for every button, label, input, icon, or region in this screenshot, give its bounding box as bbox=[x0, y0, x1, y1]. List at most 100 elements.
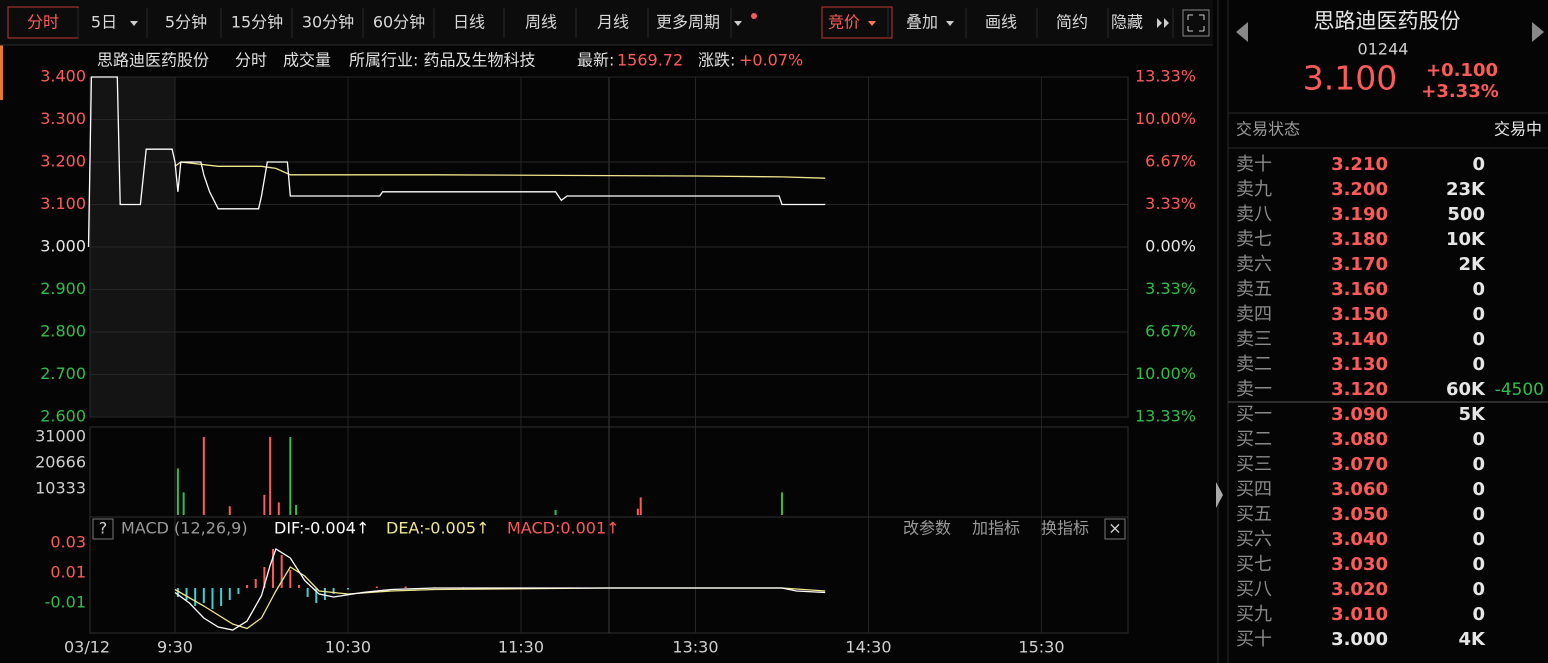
level-price: 3.180 bbox=[1331, 229, 1388, 250]
level-volume: 0 bbox=[1472, 529, 1485, 550]
level-price: 3.130 bbox=[1331, 354, 1388, 375]
info-latest-label: 最新: bbox=[577, 51, 614, 70]
tool-tab[interactable]: 竞价 bbox=[828, 13, 860, 32]
quote-change-pct: +3.33% bbox=[1421, 81, 1499, 102]
period-tab[interactable]: 15分钟 bbox=[231, 13, 283, 32]
macd-action[interactable]: 换指标 bbox=[1041, 519, 1089, 538]
period-tab[interactable]: 月线 bbox=[597, 13, 629, 32]
level-price: 3.050 bbox=[1331, 504, 1388, 525]
volume-bar bbox=[228, 506, 231, 515]
tool-tab[interactable]: 简约 bbox=[1056, 13, 1088, 32]
fullscreen-icon bbox=[1187, 14, 1205, 32]
level-volume: 0 bbox=[1472, 479, 1485, 500]
next-stock[interactable] bbox=[1532, 22, 1544, 42]
volume-bar bbox=[554, 509, 557, 515]
status-label: 交易状态 bbox=[1236, 120, 1300, 139]
level-label: 买四 bbox=[1236, 479, 1272, 500]
level-price: 3.000 bbox=[1331, 629, 1388, 650]
level-label: 卖四 bbox=[1236, 304, 1272, 325]
y2-tick-label: 3.33% bbox=[1145, 194, 1196, 213]
help-box[interactable] bbox=[92, 518, 114, 540]
y-tick-label: 3.000 bbox=[40, 237, 86, 256]
tool-tab[interactable]: 叠加 bbox=[906, 13, 938, 32]
period-tab[interactable]: 日线 bbox=[453, 13, 485, 32]
level-price: 3.020 bbox=[1331, 579, 1388, 600]
tool-tab[interactable]: 隐藏 bbox=[1111, 13, 1143, 32]
expand-icon bbox=[1157, 18, 1169, 28]
macd-close[interactable]: × bbox=[1108, 519, 1121, 538]
y2-tick-label: 3.33% bbox=[1145, 279, 1196, 298]
info-industry: 所属行业: 药品及生物科技 bbox=[349, 51, 535, 70]
level-label: 卖五 bbox=[1236, 279, 1272, 300]
level-label: 卖三 bbox=[1236, 329, 1272, 350]
period-tab[interactable]: 60分钟 bbox=[373, 13, 425, 32]
volume-bar bbox=[263, 494, 266, 515]
y-tick-label: 3.200 bbox=[40, 152, 86, 171]
level-label: 卖六 bbox=[1236, 254, 1272, 275]
level-price: 3.010 bbox=[1331, 604, 1388, 625]
dif-line bbox=[174, 548, 826, 631]
quote-code: 01244 bbox=[1358, 40, 1409, 59]
y-tick-label: 3.300 bbox=[40, 109, 86, 128]
level-label: 买十 bbox=[1236, 629, 1272, 650]
average-line bbox=[174, 161, 826, 179]
level-volume: 0 bbox=[1472, 154, 1485, 175]
period-tab[interactable]: 30分钟 bbox=[302, 13, 354, 32]
level-volume: 0 bbox=[1472, 354, 1485, 375]
period-tab[interactable]: 5日 bbox=[91, 13, 117, 32]
level-volume: 0 bbox=[1472, 304, 1485, 325]
level-price: 3.190 bbox=[1331, 204, 1388, 225]
quote-name: 思路迪医药股份 bbox=[1314, 9, 1461, 33]
y2-tick-label: 6.67% bbox=[1145, 151, 1196, 170]
volume-bar bbox=[295, 504, 298, 515]
status: 交易中 bbox=[1494, 120, 1542, 139]
volume-bar bbox=[176, 468, 179, 515]
level-volume: 60K bbox=[1446, 379, 1486, 400]
level-price: 3.090 bbox=[1331, 404, 1388, 425]
active-tab-box bbox=[821, 6, 893, 39]
macd-tick-label: 0.03 bbox=[50, 533, 86, 552]
volume-bar bbox=[289, 437, 292, 515]
macd-title: MACD (12,26,9) bbox=[121, 519, 248, 538]
level-volume: 0 bbox=[1472, 329, 1485, 350]
info-mode: 分时 bbox=[235, 51, 267, 70]
period-tab[interactable]: 分时 bbox=[27, 13, 59, 32]
level-label: 卖一 bbox=[1236, 379, 1272, 400]
level-label: 卖十 bbox=[1236, 154, 1272, 175]
level-label: 买一 bbox=[1236, 404, 1272, 425]
macd-value: MACD:0.001↑ bbox=[507, 519, 620, 538]
close-box[interactable] bbox=[1104, 518, 1126, 540]
notice-dot bbox=[751, 13, 757, 19]
tool-tab[interactable]: 画线 bbox=[985, 13, 1017, 32]
level-price: 3.070 bbox=[1331, 454, 1388, 475]
time-label: 15:30 bbox=[1018, 638, 1064, 657]
fullscreen-button[interactable] bbox=[1182, 9, 1210, 37]
macd-help[interactable]: ? bbox=[99, 519, 108, 538]
dropdown-caret bbox=[130, 21, 138, 26]
info-change: +0.07% bbox=[739, 51, 803, 70]
macd-action[interactable]: 改参数 bbox=[903, 519, 951, 538]
y-tick-label: 2.700 bbox=[40, 364, 86, 383]
level-price: 3.160 bbox=[1331, 279, 1388, 300]
level-price: 3.150 bbox=[1331, 304, 1388, 325]
level-price: 3.140 bbox=[1331, 329, 1388, 350]
level-label: 卖二 bbox=[1236, 354, 1272, 375]
y2-tick-label: 10.00% bbox=[1135, 364, 1196, 383]
level-label: 买六 bbox=[1236, 529, 1272, 550]
y2-tick-label: 13.33% bbox=[1135, 67, 1196, 86]
level-change: -4500 bbox=[1495, 380, 1544, 400]
period-tab[interactable]: 更多周期 bbox=[656, 13, 720, 32]
prev-stock[interactable] bbox=[1236, 22, 1248, 42]
collapse-arrow[interactable] bbox=[1216, 482, 1223, 508]
level-label: 卖七 bbox=[1236, 229, 1272, 250]
macd-tick-label: -0.01 bbox=[45, 593, 86, 612]
y2-tick-label: 13.33% bbox=[1135, 407, 1196, 426]
period-tab[interactable]: 5分钟 bbox=[165, 13, 207, 32]
macd-action[interactable]: 加指标 bbox=[972, 519, 1020, 538]
quote-price: 3.100 bbox=[1303, 59, 1397, 98]
time-label: 11:30 bbox=[498, 638, 544, 657]
price-line bbox=[87, 76, 826, 248]
level-volume: 10K bbox=[1446, 229, 1486, 250]
period-tab[interactable]: 周线 bbox=[525, 13, 557, 32]
volume-tick-label: 10333 bbox=[35, 479, 86, 498]
